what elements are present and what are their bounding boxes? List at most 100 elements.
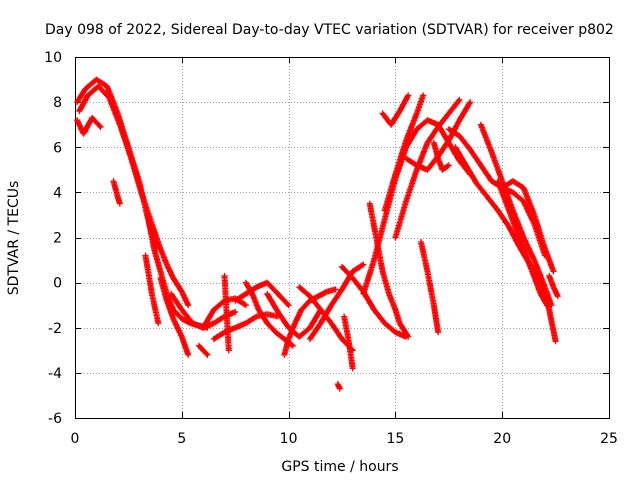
- data-point-run: [221, 274, 232, 352]
- data-point-run: [128, 154, 144, 194]
- data-point-run: [531, 213, 548, 251]
- data-point: [349, 365, 356, 372]
- data-point-run: [474, 181, 490, 199]
- x-tick-label: 0: [71, 431, 80, 447]
- data-points: [74, 76, 561, 392]
- y-tick-label: 6: [53, 140, 62, 156]
- series-track-33: [494, 178, 551, 309]
- data-point-run: [403, 111, 420, 143]
- data-point-run: [341, 315, 352, 341]
- data-point-run: [149, 292, 161, 325]
- data-point-run: [265, 280, 280, 296]
- data-point-run: [457, 134, 473, 152]
- data-point: [445, 162, 452, 169]
- data-point-run: [329, 287, 345, 307]
- data-point: [552, 338, 559, 345]
- data-point: [405, 333, 412, 340]
- data-point-run: [478, 163, 494, 183]
- data-point: [405, 92, 412, 99]
- data-point-run: [200, 308, 217, 330]
- data-point-run: [164, 262, 176, 280]
- data-point-run: [171, 276, 184, 294]
- x-tick-label: 10: [280, 431, 298, 447]
- series-track-25: [381, 92, 427, 214]
- data-point-run: [392, 139, 409, 176]
- data-point-run: [453, 145, 469, 167]
- y-tick-label: -6: [48, 411, 62, 427]
- data-point-run: [197, 343, 206, 353]
- data-point: [332, 286, 339, 293]
- data-point-run: [307, 294, 323, 312]
- series-track-21: [334, 381, 343, 392]
- data-point-run: [274, 330, 287, 342]
- data-point-run: [478, 123, 494, 154]
- data-point-run: [440, 163, 451, 172]
- series-track-23: [366, 200, 412, 340]
- data-point-run: [538, 292, 550, 307]
- data-point: [289, 342, 296, 349]
- data-point-run: [74, 86, 88, 104]
- data-point-run: [392, 199, 409, 239]
- data-point: [360, 261, 367, 268]
- data-point: [456, 96, 463, 103]
- data-point-run: [360, 258, 377, 296]
- data-point: [155, 320, 162, 327]
- data-point: [420, 92, 427, 99]
- data-point-run: [81, 116, 95, 136]
- data-point: [225, 347, 232, 354]
- y-tick-label: -4: [48, 366, 62, 382]
- data-point-run: [463, 163, 479, 186]
- y-tick-label: 2: [53, 231, 62, 247]
- data-point-run: [233, 291, 248, 303]
- data-point-run: [431, 141, 441, 161]
- data-point-run: [144, 213, 157, 251]
- data-point-run: [307, 308, 323, 330]
- data-point-run: [468, 147, 483, 167]
- data-point-run: [511, 190, 526, 204]
- series-track-20: [341, 313, 356, 372]
- data-point-run: [297, 285, 312, 299]
- series-track-26: [392, 96, 463, 241]
- data-point-run: [275, 310, 291, 330]
- data-point-run: [380, 269, 392, 296]
- data-point-run: [157, 269, 170, 296]
- data-point-run: [485, 195, 500, 213]
- data-point: [74, 117, 81, 124]
- data-point-run: [521, 235, 537, 262]
- data-point-run: [106, 96, 123, 127]
- data-point: [163, 261, 170, 268]
- data-point-run: [158, 247, 170, 267]
- series-track-27: [403, 99, 474, 173]
- y-tick-label: 10: [44, 50, 62, 66]
- data-point-run: [299, 298, 312, 312]
- data-point-run: [90, 116, 103, 129]
- data-point-run: [404, 156, 419, 168]
- chart-title: Day 098 of 2022, Sidereal Day-to-day VTE…: [45, 22, 614, 38]
- axis-ticks: 0 5 10 15 20 25 -6 -4 -2 0 2 4 6 8 10: [44, 50, 618, 447]
- data-point-run: [164, 299, 176, 321]
- data-point-run: [531, 258, 548, 289]
- series-track-3: [74, 114, 104, 137]
- data-point-run: [521, 186, 537, 217]
- data-point-run: [318, 303, 334, 325]
- data-point-run: [117, 123, 133, 158]
- data-point-run: [212, 314, 227, 326]
- data-point: [116, 200, 123, 207]
- y-tick-label: 8: [53, 95, 62, 111]
- data-point-run: [276, 292, 291, 308]
- data-point-run: [436, 111, 451, 129]
- data-point: [242, 302, 249, 309]
- data-point-run: [495, 179, 509, 206]
- data-point-run: [457, 100, 473, 122]
- data-point-run: [329, 321, 345, 341]
- data-point-run: [546, 308, 559, 343]
- data-point-run: [243, 280, 255, 296]
- data-point: [550, 268, 557, 275]
- data-point-run: [171, 307, 184, 321]
- data-point: [435, 329, 442, 336]
- data-point-run: [446, 98, 462, 116]
- series-track-13: [232, 279, 292, 309]
- data-point-run: [77, 93, 91, 113]
- data-point-run: [372, 307, 387, 325]
